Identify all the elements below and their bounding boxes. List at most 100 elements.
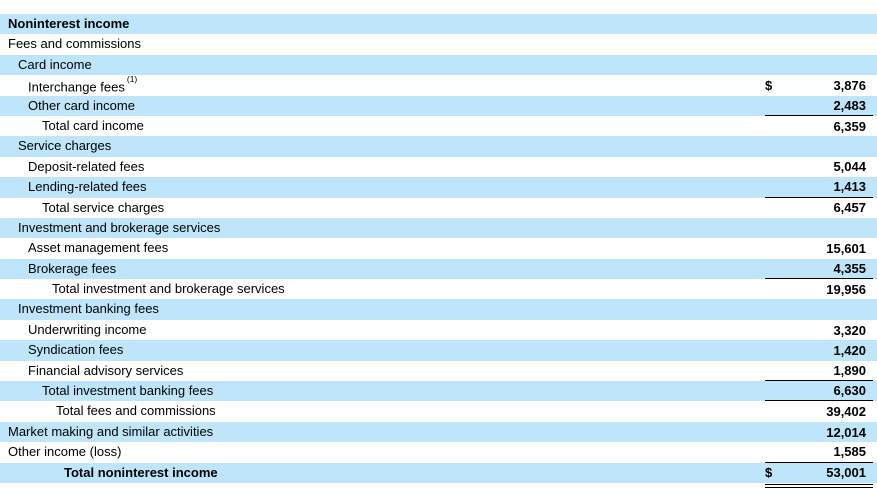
row-label: Total service charges: [0, 198, 765, 218]
row-label: Total noninterest income: [0, 463, 765, 483]
amount-value: 3,876: [833, 77, 866, 93]
amount-value: 4,355: [833, 260, 866, 276]
table-row-subtotal: Total investment banking fees 6,630: [0, 381, 877, 402]
row-label: Interchange fees(1): [0, 73, 765, 98]
amount-value: 6,359: [833, 118, 866, 134]
row-label-text: Underwriting income: [28, 321, 147, 337]
row-amount: 1,585: [765, 442, 873, 463]
row-label: Other card income: [0, 96, 765, 116]
amount-value: 1,413: [833, 179, 866, 195]
table-row: Card income: [0, 54, 877, 76]
row-label-text: Interchange fees: [28, 79, 125, 95]
row-label: Underwriting income: [0, 320, 765, 340]
table-row: Market making and similar activities 12,…: [0, 421, 877, 443]
row-label: Asset management fees: [0, 238, 765, 258]
amount-value: 12,014: [826, 424, 866, 440]
table-row: Investment and brokerage services: [0, 217, 877, 239]
row-label: Financial advisory services: [0, 361, 765, 381]
row-label-text: Financial advisory services: [28, 362, 184, 378]
amount-value: 6,630: [833, 383, 866, 399]
table-row-subtotal: Total service charges 6,457: [0, 197, 877, 218]
table-row-subtotal: Total card income 6,359: [0, 115, 877, 137]
currency-symbol: $: [765, 77, 773, 93]
amount-value: 1,585: [833, 444, 866, 460]
row-label: Other income (loss): [0, 442, 765, 462]
row-label-text: Market making and similar activities: [8, 423, 214, 439]
row-amount: 15,601: [765, 238, 873, 258]
row-label-text: Noninterest income: [8, 16, 130, 31]
table-row: Fees and commissions: [0, 34, 877, 55]
row-label: Card income: [0, 55, 765, 75]
row-label-text: Total investment and brokerage services: [52, 281, 285, 297]
amount-value: 53,001: [826, 465, 866, 481]
table-row: Service charges: [0, 136, 877, 157]
row-label: Lending-related fees: [0, 177, 765, 197]
row-label-text: Fees and commissions: [8, 36, 141, 52]
row-amount: 39,402: [765, 401, 873, 421]
row-label-text: Total investment banking fees: [42, 383, 214, 399]
row-label-text: Total service charges: [42, 199, 165, 215]
row-amount: 1,890: [765, 361, 873, 382]
row-label: Investment banking fees: [0, 299, 765, 319]
amount-value: 3,320: [833, 322, 866, 338]
table-row: Other card income 2,483: [0, 95, 877, 116]
row-label-text: Investment and brokerage services: [18, 219, 221, 235]
row-label: Total fees and commissions: [0, 401, 765, 421]
table-row: Brokerage fees 4,355: [0, 258, 877, 280]
row-amount: $3,876: [765, 75, 873, 95]
row-amount: 6,630: [765, 381, 873, 402]
row-label-text: Other card income: [28, 97, 135, 113]
row-amount: 1,413: [765, 177, 873, 198]
row-label-text: Total noninterest income: [64, 464, 218, 480]
table-row: Interchange fees(1) $3,876: [0, 73, 877, 98]
row-amount: 2,483: [765, 96, 873, 116]
row-amount: [765, 34, 873, 54]
row-label: Noninterest income: [0, 14, 765, 34]
table-row: Financial advisory services 1,890: [0, 360, 877, 382]
amount-value: 15,601: [826, 240, 866, 256]
row-label-text: Lending-related fees: [28, 179, 147, 195]
row-label-text: Brokerage fees: [28, 260, 117, 276]
row-label: Brokerage fees: [0, 259, 765, 279]
footnote-marker: (1): [126, 73, 138, 84]
row-label-text: Deposit-related fees: [28, 158, 145, 174]
row-amount: 5,044: [765, 157, 873, 177]
table-row: Deposit-related fees 5,044: [0, 156, 877, 178]
row-amount: [765, 299, 873, 319]
amount-value: 39,402: [826, 404, 866, 420]
row-amount: 6,359: [765, 116, 873, 136]
row-amount: 3,320: [765, 320, 873, 340]
row-amount: $53,001: [765, 463, 873, 489]
row-label-text: Investment banking fees: [18, 301, 159, 317]
row-label: Total investment banking fees: [0, 381, 765, 401]
row-label-text: Asset management fees: [28, 240, 169, 256]
row-amount: [765, 218, 873, 238]
row-amount: 12,014: [765, 422, 873, 442]
row-label-text: Card income: [18, 56, 92, 72]
row-amount: [765, 136, 873, 156]
row-label: Total card income: [0, 116, 765, 136]
row-amount: 19,956: [765, 279, 873, 299]
table-row-subtotal: Total fees and commissions 39,402: [0, 401, 877, 422]
amount-value: 5,044: [833, 159, 866, 175]
amount-value: 2,483: [833, 97, 866, 113]
row-amount: 4,355: [765, 259, 873, 280]
row-label: Investment and brokerage services: [0, 218, 765, 238]
row-label-text: Syndication fees: [28, 342, 124, 358]
row-amount: 1,420: [765, 340, 873, 360]
row-amount: [765, 14, 873, 34]
row-label-text: Total fees and commissions: [56, 403, 216, 419]
row-label-text: Total card income: [42, 117, 144, 133]
amount-value: 19,956: [826, 281, 866, 297]
row-label-text: Other income (loss): [8, 444, 122, 460]
row-label: Service charges: [0, 136, 765, 156]
row-label: Market making and similar activities: [0, 422, 765, 442]
table-row: Other income (loss) 1,585: [0, 442, 877, 463]
table-row-grand-total: Total noninterest income $53,001: [0, 462, 877, 489]
table-row: Underwriting income 3,320: [0, 319, 877, 341]
table-row: Lending-related fees 1,413: [0, 177, 877, 198]
row-label: Fees and commissions: [0, 34, 765, 54]
row-label: Deposit-related fees: [0, 157, 765, 177]
amount-value: 1,890: [833, 362, 866, 378]
